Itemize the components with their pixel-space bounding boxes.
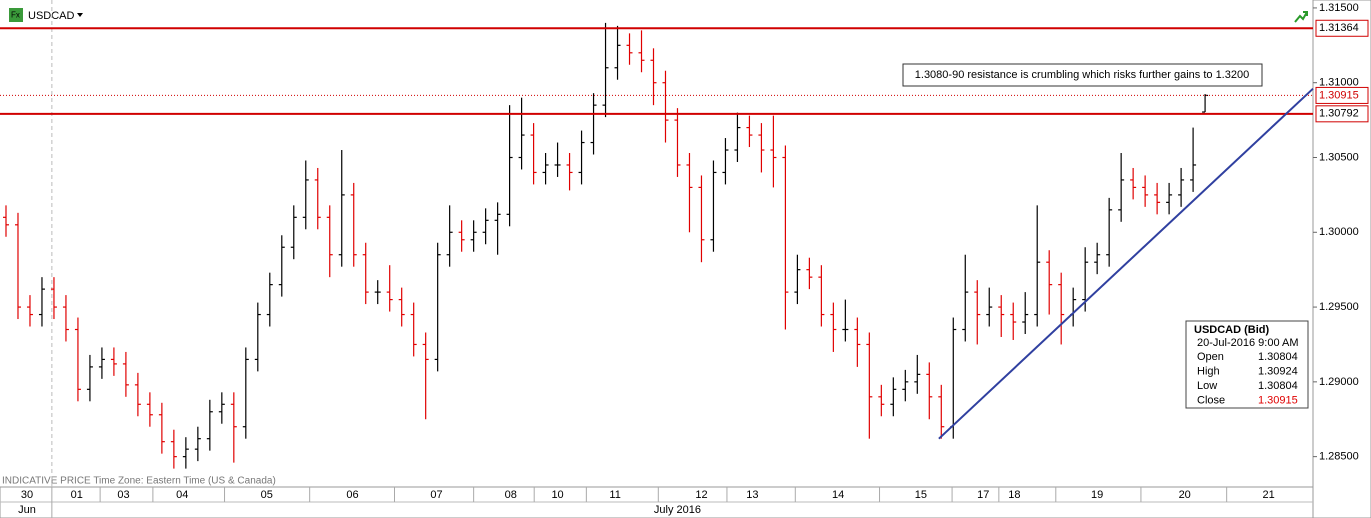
info-label: Close xyxy=(1197,394,1225,406)
month-label: July 2016 xyxy=(654,504,701,516)
x-tick-label: 05 xyxy=(261,489,273,501)
x-tick-label: 19 xyxy=(1091,489,1103,501)
info-value: 1.30924 xyxy=(1258,365,1298,377)
trend-icon[interactable] xyxy=(1294,11,1308,23)
y-tick-label: 1.31000 xyxy=(1319,77,1359,89)
symbol[interactable]: USDCAD xyxy=(28,10,75,22)
info-date: 20-Jul-2016 9:00 AM xyxy=(1197,337,1299,349)
info-label: Open xyxy=(1197,351,1224,363)
x-tick-label: 10 xyxy=(551,489,563,501)
x-tick-label: 14 xyxy=(832,489,844,501)
x-tick-label: 13 xyxy=(746,489,758,501)
info-value: 1.30804 xyxy=(1258,380,1298,392)
x-tick-label: 21 xyxy=(1263,489,1275,501)
x-tick-label: 07 xyxy=(430,489,442,501)
info-title: USDCAD (Bid) xyxy=(1194,324,1269,336)
x-tick-label: 04 xyxy=(176,489,188,501)
footer-note: INDICATIVE PRICE Time Zone: Eastern Time… xyxy=(2,476,276,487)
x-tick-label: 06 xyxy=(346,489,358,501)
level-label: 1.30792 xyxy=(1319,108,1359,120)
level-label: 1.31364 xyxy=(1319,22,1359,34)
y-tick-label: 1.31500 xyxy=(1319,2,1359,14)
x-tick-label: 11 xyxy=(609,489,620,501)
info-label: Low xyxy=(1197,380,1217,392)
y-tick-label: 1.29000 xyxy=(1319,376,1359,388)
x-tick-label: 12 xyxy=(695,489,707,501)
x-tick-label: 17 xyxy=(977,489,989,501)
x-tick-label: 18 xyxy=(1008,489,1020,501)
info-value: 1.30804 xyxy=(1258,351,1298,363)
y-axis-panel xyxy=(1312,0,1371,518)
info-box: USDCAD (Bid)20-Jul-2016 9:00 AM Open 1.308… xyxy=(1185,320,1309,409)
x-tick-label: 01 xyxy=(71,489,83,501)
trendline xyxy=(938,87,1314,440)
x-tick-label: 03 xyxy=(117,489,129,501)
level-label: 1.30915 xyxy=(1319,89,1359,101)
info-box-frame xyxy=(1185,320,1309,409)
x-tick-label: 20 xyxy=(1179,489,1191,501)
level-label-box xyxy=(1315,105,1369,123)
x-tick-label: 08 xyxy=(505,489,517,501)
info-label: High xyxy=(1197,365,1220,377)
level-label-box xyxy=(1315,19,1369,37)
info-value: 1.30915 xyxy=(1258,394,1298,406)
y-tick-label: 1.29500 xyxy=(1319,301,1359,313)
dropdown-arrow[interactable] xyxy=(77,13,83,17)
y-tick-label: 1.28500 xyxy=(1319,451,1359,463)
fx-icon xyxy=(9,8,23,22)
level-label-box xyxy=(1315,86,1369,104)
x-tick-label: 30 xyxy=(21,489,33,501)
fx-icon-text: Fx xyxy=(11,11,20,20)
annotation-box xyxy=(902,63,1263,87)
y-tick-label: 1.30000 xyxy=(1319,226,1359,238)
x-tick-label: 15 xyxy=(915,489,927,501)
plot-area xyxy=(2,0,1209,487)
annotation: 1.3080-90 resistance is crumbling which … xyxy=(915,69,1249,81)
month-label: Jun xyxy=(18,504,36,516)
y-tick-label: 1.30500 xyxy=(1319,151,1359,163)
